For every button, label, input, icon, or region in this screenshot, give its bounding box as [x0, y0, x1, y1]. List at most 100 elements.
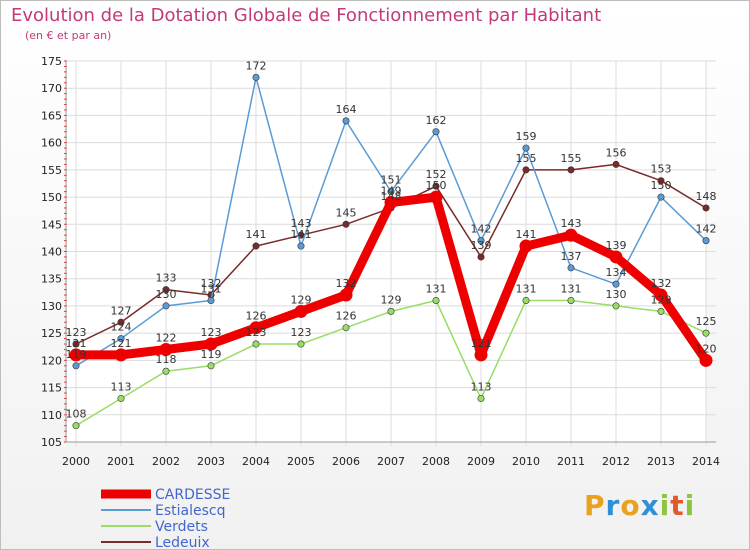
data-label-cardesse: 122 — [156, 331, 177, 344]
data-point-cardesse — [564, 228, 578, 242]
data-point-estialescq — [702, 237, 710, 245]
data-label-verdets: 125 — [696, 315, 717, 328]
data-label-verdets: 118 — [156, 353, 177, 366]
data-label-verdets: 129 — [651, 293, 672, 306]
data-label-cardesse: 132 — [336, 277, 357, 290]
data-point-cardesse — [429, 190, 443, 204]
data-label-verdets: 130 — [606, 288, 627, 301]
data-point-verdets — [432, 296, 440, 304]
data-label-ledeuix: 133 — [156, 272, 177, 285]
x-tick-label: 2003 — [197, 455, 225, 468]
logo-letter: x — [640, 489, 660, 522]
data-point-cardesse — [204, 337, 218, 351]
data-label-ledeuix: 141 — [246, 228, 267, 241]
chart-title: Evolution de la Dotation Globale de Fonc… — [11, 5, 602, 26]
x-tick-label: 2009 — [467, 455, 495, 468]
data-label-estialescq: 150 — [651, 179, 672, 192]
y-tick-label: 170 — [41, 82, 62, 95]
logo-letter: t — [670, 489, 685, 522]
data-label-ledeuix: 155 — [516, 152, 537, 165]
data-point-verdets — [297, 340, 305, 348]
data-label-estialescq: 164 — [336, 103, 357, 116]
data-point-verdets — [387, 307, 395, 315]
data-label-cardesse: 141 — [516, 228, 537, 241]
data-point-cardesse — [159, 342, 173, 356]
y-tick-label: 140 — [41, 246, 62, 259]
data-point-verdets — [612, 302, 620, 310]
data-label-estialescq: 131 — [201, 282, 222, 295]
data-label-ledeuix: 152 — [426, 168, 447, 181]
y-tick-label: 145 — [41, 218, 62, 231]
data-label-ledeuix: 153 — [651, 163, 672, 176]
data-label-verdets: 129 — [381, 293, 402, 306]
data-label-estialescq: 141 — [291, 228, 312, 241]
data-label-cardesse: 126 — [246, 310, 267, 323]
y-tick-label: 110 — [41, 409, 62, 422]
data-label-cardesse: 129 — [291, 293, 312, 306]
data-label-estialescq: 119 — [66, 348, 87, 361]
x-tick-label: 2010 — [512, 455, 540, 468]
y-tick-label: 165 — [41, 109, 62, 122]
data-label-ledeuix: 143 — [291, 217, 312, 230]
x-tick-label: 2013 — [647, 455, 675, 468]
data-label-ledeuix: 127 — [111, 304, 132, 317]
x-tick-label: 2008 — [422, 455, 450, 468]
data-point-cardesse — [654, 288, 668, 302]
data-point-estialescq — [432, 128, 440, 136]
x-tick-label: 2014 — [692, 455, 720, 468]
data-label-cardesse: 121 — [66, 337, 87, 350]
data-point-ledeuix — [252, 242, 260, 250]
data-label-estialescq: 142 — [471, 223, 492, 236]
data-label-cardesse: 121 — [471, 337, 492, 350]
x-tick-label: 2011 — [557, 455, 585, 468]
data-label-verdets: 131 — [561, 282, 582, 295]
data-point-cardesse — [474, 348, 488, 362]
data-label-verdets: 123 — [291, 326, 312, 339]
data-label-cardesse: 143 — [561, 217, 582, 230]
data-label-estialescq: 172 — [246, 59, 267, 72]
data-label-cardesse: 150 — [426, 179, 447, 192]
data-point-estialescq — [477, 237, 485, 245]
data-label-ledeuix: 145 — [336, 206, 357, 219]
y-tick-label: 115 — [41, 382, 62, 395]
data-point-verdets — [207, 362, 215, 370]
data-label-estialescq: 151 — [381, 174, 402, 187]
data-label-ledeuix: 148 — [381, 190, 402, 203]
data-point-verdets — [252, 340, 260, 348]
data-label-estialescq: 137 — [561, 250, 582, 263]
legend-label-verdets: Verdets — [155, 519, 208, 535]
y-tick-label: 135 — [41, 273, 62, 286]
data-point-ledeuix — [432, 182, 440, 190]
data-label-verdets: 131 — [426, 282, 447, 295]
data-point-ledeuix — [477, 253, 485, 261]
data-label-estialescq: 134 — [606, 266, 627, 279]
data-point-ledeuix — [117, 318, 125, 326]
chart-subtitle: (en € et par an) — [25, 29, 112, 42]
x-tick-label: 2000 — [62, 455, 90, 468]
data-point-cardesse — [519, 239, 533, 253]
data-label-ledeuix: 123 — [66, 326, 87, 339]
data-point-cardesse — [249, 321, 263, 335]
data-label-estialescq: 124 — [111, 321, 132, 334]
data-point-cardesse — [69, 348, 83, 362]
logo-letter: i — [659, 489, 671, 522]
data-label-verdets: 113 — [111, 380, 132, 393]
data-label-verdets: 123 — [246, 326, 267, 339]
data-label-verdets: 119 — [201, 348, 222, 361]
data-point-verdets — [522, 296, 530, 304]
data-label-verdets: 108 — [66, 408, 87, 421]
y-tick-label: 160 — [41, 137, 62, 150]
data-point-verdets — [567, 296, 575, 304]
data-point-verdets — [657, 307, 665, 315]
data-point-verdets — [477, 394, 485, 402]
y-tick-label: 175 — [41, 55, 62, 68]
y-tick-label: 105 — [41, 436, 62, 449]
data-label-cardesse: 149 — [381, 185, 402, 198]
logo-letter: i — [684, 489, 696, 522]
data-label-estialescq: 130 — [156, 288, 177, 301]
x-tick-label: 2006 — [332, 455, 360, 468]
data-point-cardesse — [339, 288, 353, 302]
data-point-estialescq — [162, 302, 170, 310]
